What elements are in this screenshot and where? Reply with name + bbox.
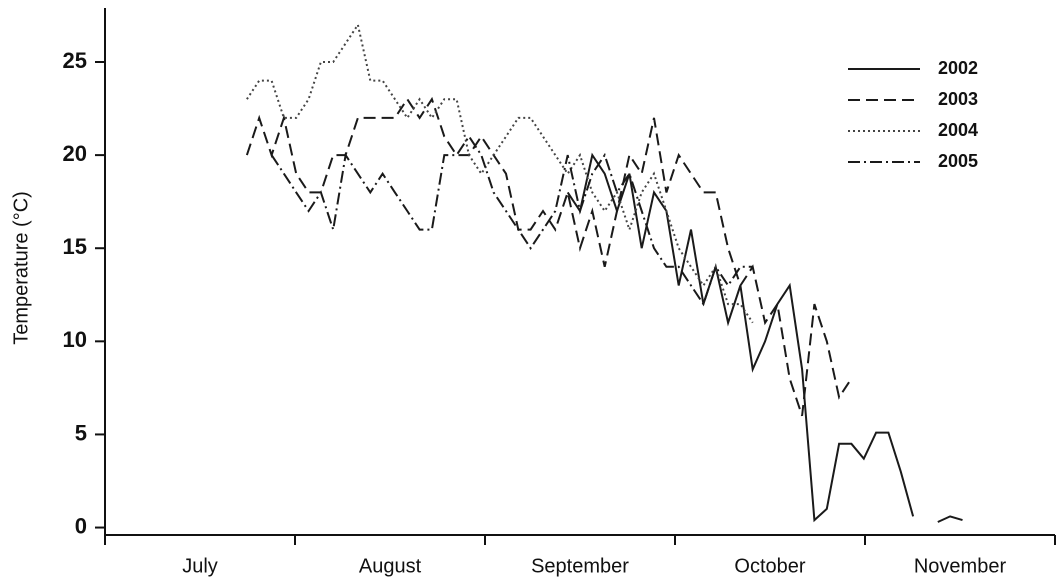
x-tick-label: September: [531, 555, 629, 577]
y-axis-label: Temperature (°C): [10, 191, 32, 345]
y-tick-label: 15: [63, 234, 87, 259]
x-tick-label: October: [734, 555, 805, 577]
x-tick-label: November: [914, 555, 1007, 577]
y-tick-label: 25: [63, 48, 87, 73]
y-tick-label: 5: [75, 420, 87, 445]
y-tick-label: 10: [63, 327, 87, 352]
legend-label: 2004: [938, 120, 978, 140]
legend-label: 2003: [938, 89, 978, 109]
x-tick-label: July: [182, 555, 218, 577]
y-tick-label: 0: [75, 513, 87, 538]
line-series: [246, 22, 754, 324]
y-tick-label: 20: [63, 141, 87, 166]
legend-label: 2002: [938, 58, 978, 78]
line-series: [566, 152, 963, 523]
line-series: [270, 134, 753, 307]
legend-label: 2005: [938, 151, 978, 171]
x-tick-label: August: [359, 555, 422, 577]
